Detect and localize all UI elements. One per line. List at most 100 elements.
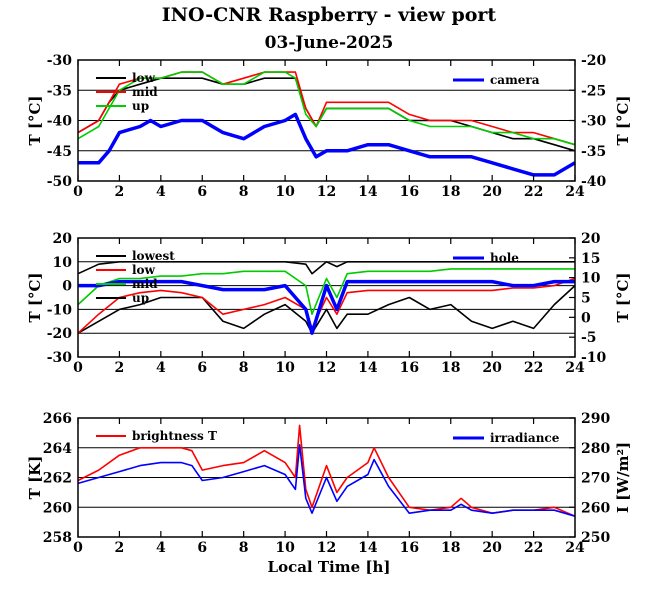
y-tick-label-left: 0	[62, 279, 72, 295]
x-tick-label: 6	[197, 540, 207, 556]
x-tick-label: 24	[565, 360, 585, 376]
series-line-mid	[77, 268, 575, 316]
y-tick-label-right: -30	[581, 114, 607, 130]
chart-subtitle: 03-June-2025	[265, 33, 394, 53]
y-tick-label-left: 262	[43, 471, 72, 487]
x-tick-label: 20	[482, 360, 502, 376]
x-tick-label: 8	[239, 360, 249, 376]
series-line-camera	[78, 112, 576, 177]
x-tick-label: 16	[400, 184, 419, 200]
y-tick-label-right: 0	[581, 310, 591, 326]
y-axis-label-left: T [°C]	[26, 272, 44, 322]
y-tick-label-left: -10	[47, 302, 73, 318]
x-tick-label: 22	[524, 184, 543, 200]
y-axis-label-right: T [°C]	[614, 95, 632, 145]
x-tick-label: 22	[524, 540, 543, 556]
y-tick-label-right: 20	[581, 231, 601, 247]
legend-label: low	[132, 263, 156, 277]
y-tick-label-right: 250	[581, 530, 610, 546]
x-tick-label: 0	[73, 184, 83, 200]
x-tick-label: 12	[317, 184, 336, 200]
y-axis-label-left: T [°C]	[26, 95, 44, 145]
y-tick-label-right: -35	[581, 144, 606, 160]
y-tick-label-right: 260	[581, 500, 610, 516]
legend-label: brightness T	[132, 429, 217, 443]
x-tick-label: 10	[275, 184, 295, 200]
x-tick-label: 8	[239, 184, 249, 200]
series-line-brightness-T	[77, 424, 576, 517]
x-tick-label: 20	[482, 540, 502, 556]
y-tick-label-right: 5	[581, 291, 591, 307]
x-tick-label: 16	[400, 540, 419, 556]
x-tick-label: 10	[275, 540, 295, 556]
x-tick-label: 0	[73, 540, 83, 556]
x-tick-label: 4	[156, 184, 166, 200]
x-axis-label: Local Time [h]	[268, 558, 391, 576]
y-tick-label-right: 270	[581, 471, 610, 487]
x-tick-label: 0	[73, 360, 83, 376]
y-axis-label-left: T [K]	[26, 456, 44, 500]
x-tick-label: 14	[358, 540, 378, 556]
series-line-low	[77, 277, 576, 334]
x-tick-label: 2	[115, 540, 125, 556]
x-tick-label: 16	[400, 360, 419, 376]
y-tick-label-right: 10	[581, 271, 601, 287]
panel-2: 0 2 4 6 8 10 12 14 16 18 20 22 2420100-10-20-3020151…	[26, 231, 632, 376]
y-tick-label-right: -5	[581, 330, 597, 346]
y-tick-label-left: -20	[47, 326, 73, 342]
y-tick-label-left: 20	[53, 231, 73, 247]
x-tick-label: 20	[482, 184, 502, 200]
x-tick-label: 14	[358, 360, 378, 376]
y-tick-label-right: -10	[581, 350, 607, 366]
y-tick-label-left: 264	[43, 441, 72, 457]
x-tick-label: 8	[239, 540, 249, 556]
y-tick-label-left: 10	[53, 255, 73, 271]
x-tick-label: 18	[441, 540, 460, 556]
x-tick-label: 2	[115, 184, 125, 200]
x-tick-label: 6	[197, 360, 207, 376]
x-tick-label: 18	[441, 360, 460, 376]
x-tick-label: 4	[156, 540, 166, 556]
x-tick-label: 2	[115, 360, 125, 376]
legend-label: camera	[490, 73, 540, 87]
chart-title: INO-CNR Raspberry - view port	[162, 4, 497, 26]
x-tick-label: 14	[358, 184, 378, 200]
y-axis-label-right: T [°C]	[614, 272, 632, 322]
series-line-irradiance	[77, 443, 576, 517]
y-tick-label-left: -40	[47, 114, 73, 130]
x-tick-label: 12	[317, 540, 336, 556]
x-tick-label: 22	[524, 360, 543, 376]
y-tick-label-left: -30	[47, 53, 73, 69]
y-tick-label-right: -20	[581, 53, 607, 69]
series-line-up	[77, 260, 575, 275]
y-tick-label-right: 15	[581, 251, 600, 267]
panel-3: 0 2 4 6 8 10 12 14 16 18 20 22 242662642622602582902…	[26, 411, 632, 556]
x-tick-label: 4	[156, 360, 166, 376]
x-tick-label: 18	[441, 184, 460, 200]
y-tick-label-left: -45	[47, 144, 72, 160]
series-line-hole	[78, 279, 575, 335]
series-line-up	[77, 71, 576, 146]
series-line-lowest	[77, 285, 576, 335]
y-tick-label-left: 266	[43, 411, 72, 427]
x-tick-label: 10	[275, 360, 295, 376]
y-tick-label-left: 260	[43, 500, 72, 516]
legend-label: mid	[132, 277, 158, 291]
legend-label: mid	[132, 85, 158, 99]
x-tick-label: 24	[565, 184, 585, 200]
y-tick-label-right: 280	[581, 441, 610, 457]
y-axis-label-right: I [W/m²]	[614, 442, 632, 513]
legend-label: up	[132, 291, 149, 305]
x-tick-label: 24	[565, 540, 585, 556]
y-tick-label-left: -30	[47, 350, 73, 366]
legend-label: low	[132, 71, 156, 85]
legend-label: lowest	[132, 249, 175, 263]
y-tick-label-left: 258	[43, 530, 72, 546]
y-tick-label-right: 290	[581, 411, 610, 427]
plots-group: 0 2 4 6 8 10 12 14 16 18 20 22 24-30-35-40-45-50-20-…	[26, 53, 632, 556]
panel-1: 0 2 4 6 8 10 12 14 16 18 20 22 24-30-35-40-45-50-20-…	[26, 53, 632, 200]
y-tick-label-left: -35	[47, 83, 72, 99]
y-tick-label-right: -40	[581, 174, 607, 190]
